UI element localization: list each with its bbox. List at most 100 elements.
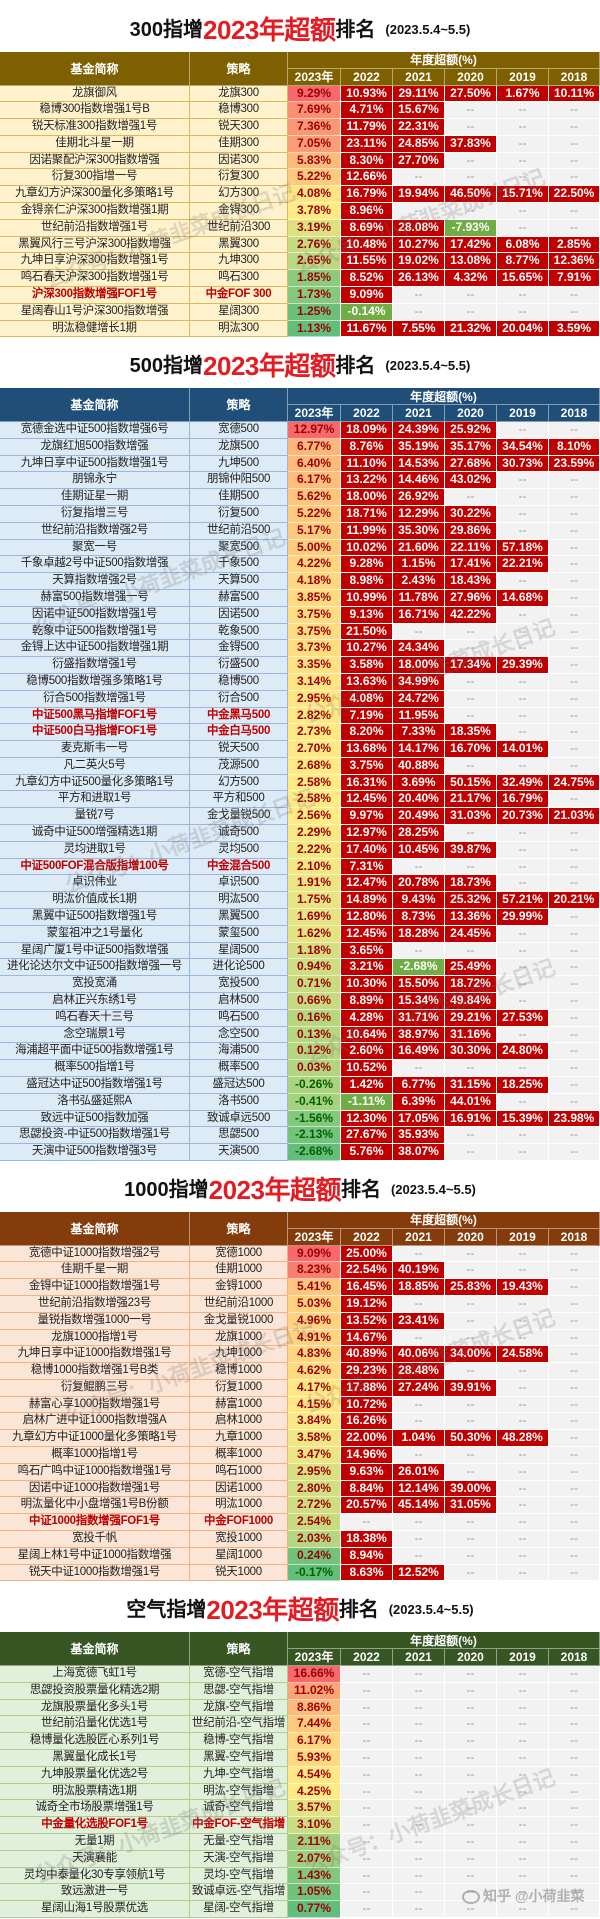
table-row: 中证500黑马指增FOF1号 中金黑马500 2.82% 7.19% 11.95% -- -… <box>0 707 600 725</box>
cell-fund-name: 衍复300指增一号 <box>0 169 190 187</box>
cell-2021: 18.00% <box>393 657 445 674</box>
cell-2023: 3.35% <box>288 657 341 674</box>
cell-fund-name: 蒙玺祖冲之1号量化 <box>0 925 190 943</box>
cell-fund-name: 宽德中证1000指数增强2号 <box>0 1245 190 1263</box>
cell-2022: 8.98% <box>341 573 393 590</box>
cell-2021: 31.71% <box>393 1009 445 1027</box>
cell-2019: -- <box>497 1800 549 1818</box>
cell-2018: -- <box>549 909 600 926</box>
cell-2022: 12.80% <box>341 909 393 926</box>
cell-2018: -- <box>549 606 600 624</box>
cell-2021: 2.43% <box>393 573 445 590</box>
cell-2019: -- <box>497 1413 549 1431</box>
cell-strategy: 明汯500 <box>190 892 288 910</box>
table-row: 龙旗红旭500指数增强 龙旗500 6.77% 8.76% 35.19% 35.17% 34… <box>0 438 600 456</box>
header-year-2018: 2018 <box>549 68 600 86</box>
cell-2023: 5.93% <box>288 1749 341 1767</box>
cell-2023: 9.09% <box>288 1245 341 1263</box>
table-row: 稳博1000指数增强1号B类 稳博1000 4.62% 29.23% 28.48% -- -… <box>0 1363 600 1380</box>
table-row: 金锝上达中证500指数增强1期 金锝500 3.73% 10.27% 24.34% -- -… <box>0 640 600 658</box>
cell-2019: -- <box>497 942 549 960</box>
cell-2018: 12.36% <box>549 253 600 271</box>
cell-2021: -- <box>393 1245 445 1263</box>
table-row: 星阔春山1号沪深300指数增强 星阔300 1.25% -0.14% -- -- -- -- <box>0 303 600 321</box>
cell-2019: -- <box>497 1463 549 1481</box>
cell-2019: -- <box>497 421 549 439</box>
cell-2022: 16.26% <box>341 1413 393 1431</box>
cell-strategy: 锐天300 <box>190 119 288 136</box>
cell-2020: -- <box>445 152 497 170</box>
cell-2020: -- <box>445 858 497 876</box>
cell-strategy: 黑翼300 <box>190 236 288 254</box>
cell-fund-name: 九坤日享中证500指数增强1号 <box>0 455 190 473</box>
cell-strategy: 致诚卓远500 <box>190 1110 288 1128</box>
table-row: 凡二英火5号 茂源500 2.68% 3.75% 40.88% -- -- -- <box>0 757 600 775</box>
cell-2022: 25.00% <box>341 1245 393 1263</box>
cell-2023: 3.47% <box>288 1447 341 1464</box>
table-row: 稳博300指数增强1号B 稳博300 7.69% 4.71% 15.67% -- -- -- <box>0 102 600 120</box>
cell-2023: 3.78% <box>288 203 341 220</box>
cell-2019: 57.18% <box>497 539 549 557</box>
cell-2018: -- <box>549 741 600 758</box>
cell-fund-name: 中证1000指数增强FOF1号 <box>0 1514 190 1532</box>
cell-fund-name: 稳博量化选股匠心系列1号 <box>0 1733 190 1750</box>
cell-2021: 22.31% <box>393 119 445 136</box>
cell-2019: -- <box>497 993 549 1010</box>
cell-2018: -- <box>549 203 600 220</box>
cell-strategy: 概率1000 <box>190 1447 288 1464</box>
cell-strategy: 概率500 <box>190 1060 288 1078</box>
table-row: 天演中证500指数增强3号 天演500 -2.68% 5.76% 38.07% -- -- -… <box>0 1144 600 1162</box>
cell-2019: 16.79% <box>497 791 549 809</box>
cell-2021: 45.14% <box>393 1497 445 1515</box>
cell-2021: 14.53% <box>393 455 445 473</box>
cell-strategy: 稳博300 <box>190 102 288 120</box>
header-fund-name: 基金简称 <box>0 1632 190 1666</box>
cell-2019: -- <box>497 1564 549 1582</box>
cell-2021: -- <box>393 1884 445 1902</box>
table-row: 九坤日享沪深300指数增强1号 九坤300 2.65% 11.55% 19.02% 13.… <box>0 253 600 271</box>
cell-2019: -- <box>497 959 549 977</box>
cell-fund-name: 盛冠达中证500指数增强1号 <box>0 1077 190 1094</box>
table-row: 量锐7号 金戈量锐500 2.56% 9.97% 20.49% 31.03% 20.73% 2… <box>0 808 600 826</box>
cell-2020: 31.15% <box>445 1077 497 1094</box>
cell-2022: 11.67% <box>341 320 393 338</box>
cell-2022: 12.97% <box>341 825 393 842</box>
cell-2018: 7.91% <box>549 270 600 288</box>
table-row: 鸣石春天沪深300指数增强1号 鸣石300 1.85% 8.52% 26.13% 4.32… <box>0 270 600 288</box>
cell-fund-name: 诚奇全市场股票增强1号 <box>0 1800 190 1818</box>
cell-2019: 29.99% <box>497 909 549 926</box>
cell-2019: -- <box>497 1245 549 1263</box>
table-row: 衍复300指增一号 衍复300 5.22% 12.66% -- -- -- -- <box>0 169 600 187</box>
title-suffix: 排名 <box>340 1179 381 1202</box>
cell-fund-name: 衍复指增三号 <box>0 505 190 523</box>
cell-2023: 2.82% <box>288 707 341 725</box>
table-row: 概率1000指增1号 概率1000 3.47% 14.96% -- -- -- -- <box>0 1447 600 1464</box>
cell-2018: -- <box>549 287 600 304</box>
cell-2019: -- <box>497 1379 549 1397</box>
cell-2021: -2.68% <box>393 959 445 977</box>
header-year-2021: 2021 <box>393 68 445 86</box>
cell-fund-name: 鸣石春天十三号 <box>0 1009 190 1027</box>
cell-2021: 1.04% <box>393 1430 445 1448</box>
header-year-2020: 2020 <box>445 68 497 86</box>
cell-2022: 13.68% <box>341 741 393 758</box>
table-row: 因诺中证500指数增强1号 因诺500 3.75% 9.13% 16.71% 42.22%… <box>0 606 600 624</box>
cell-2023: 0.16% <box>288 1009 341 1027</box>
cell-2020: 39.87% <box>445 841 497 859</box>
cell-2021: -- <box>393 1716 445 1734</box>
cell-2022: 14.89% <box>341 892 393 910</box>
cell-2022: 18.09% <box>341 421 393 439</box>
cell-2023: 7.69% <box>288 102 341 120</box>
cell-2018: -- <box>549 623 600 641</box>
cell-2020: -- <box>445 1447 497 1464</box>
cell-strategy: 中金FOF 300 <box>190 287 288 304</box>
cell-fund-name: 龙旗1000指增1号 <box>0 1329 190 1347</box>
cell-2022: -- <box>341 1682 393 1700</box>
cell-2018: -- <box>549 1430 600 1448</box>
cell-fund-name: 龙旗红旭500指数增强 <box>0 438 190 456</box>
cell-strategy: 茂源500 <box>190 757 288 775</box>
cell-2021: 18.28% <box>393 925 445 943</box>
cell-2022: -- <box>341 1766 393 1784</box>
cell-2021: 40.88% <box>393 757 445 775</box>
table-row: 朋锦永宁 朋锦仲阳500 6.17% 13.22% 14.46% 43.02% -- -- <box>0 472 600 490</box>
